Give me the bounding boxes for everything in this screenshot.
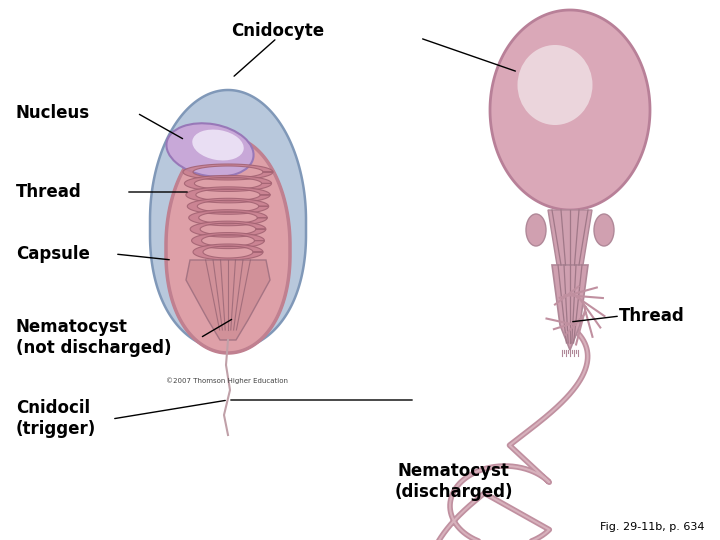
Text: Capsule: Capsule <box>16 245 90 263</box>
Polygon shape <box>186 187 270 203</box>
Polygon shape <box>193 244 263 260</box>
Polygon shape <box>150 90 306 350</box>
Polygon shape <box>548 210 592 265</box>
Ellipse shape <box>166 123 253 177</box>
Ellipse shape <box>192 130 244 160</box>
Text: Thread: Thread <box>16 183 81 201</box>
Ellipse shape <box>518 45 593 125</box>
Text: Nematocyst
(not discharged): Nematocyst (not discharged) <box>16 318 171 357</box>
Polygon shape <box>189 210 267 226</box>
Text: ©2007 Thomson Higher Education: ©2007 Thomson Higher Education <box>166 377 288 384</box>
Polygon shape <box>552 265 588 350</box>
Polygon shape <box>187 198 269 214</box>
Text: Cnidocil
(trigger): Cnidocil (trigger) <box>16 399 96 438</box>
Polygon shape <box>183 164 273 180</box>
Ellipse shape <box>594 214 614 246</box>
Text: Nucleus: Nucleus <box>16 104 90 123</box>
Ellipse shape <box>526 214 546 246</box>
Polygon shape <box>190 221 266 237</box>
Polygon shape <box>184 176 271 191</box>
Polygon shape <box>186 260 270 340</box>
Polygon shape <box>166 137 290 353</box>
Text: Fig. 29-11b, p. 634: Fig. 29-11b, p. 634 <box>600 522 704 531</box>
Polygon shape <box>490 10 650 210</box>
Text: Nematocyst
(discharged): Nematocyst (discharged) <box>395 462 513 501</box>
Text: Cnidocyte: Cnidocyte <box>230 22 324 40</box>
Polygon shape <box>192 233 264 248</box>
Text: Thread: Thread <box>619 307 685 325</box>
